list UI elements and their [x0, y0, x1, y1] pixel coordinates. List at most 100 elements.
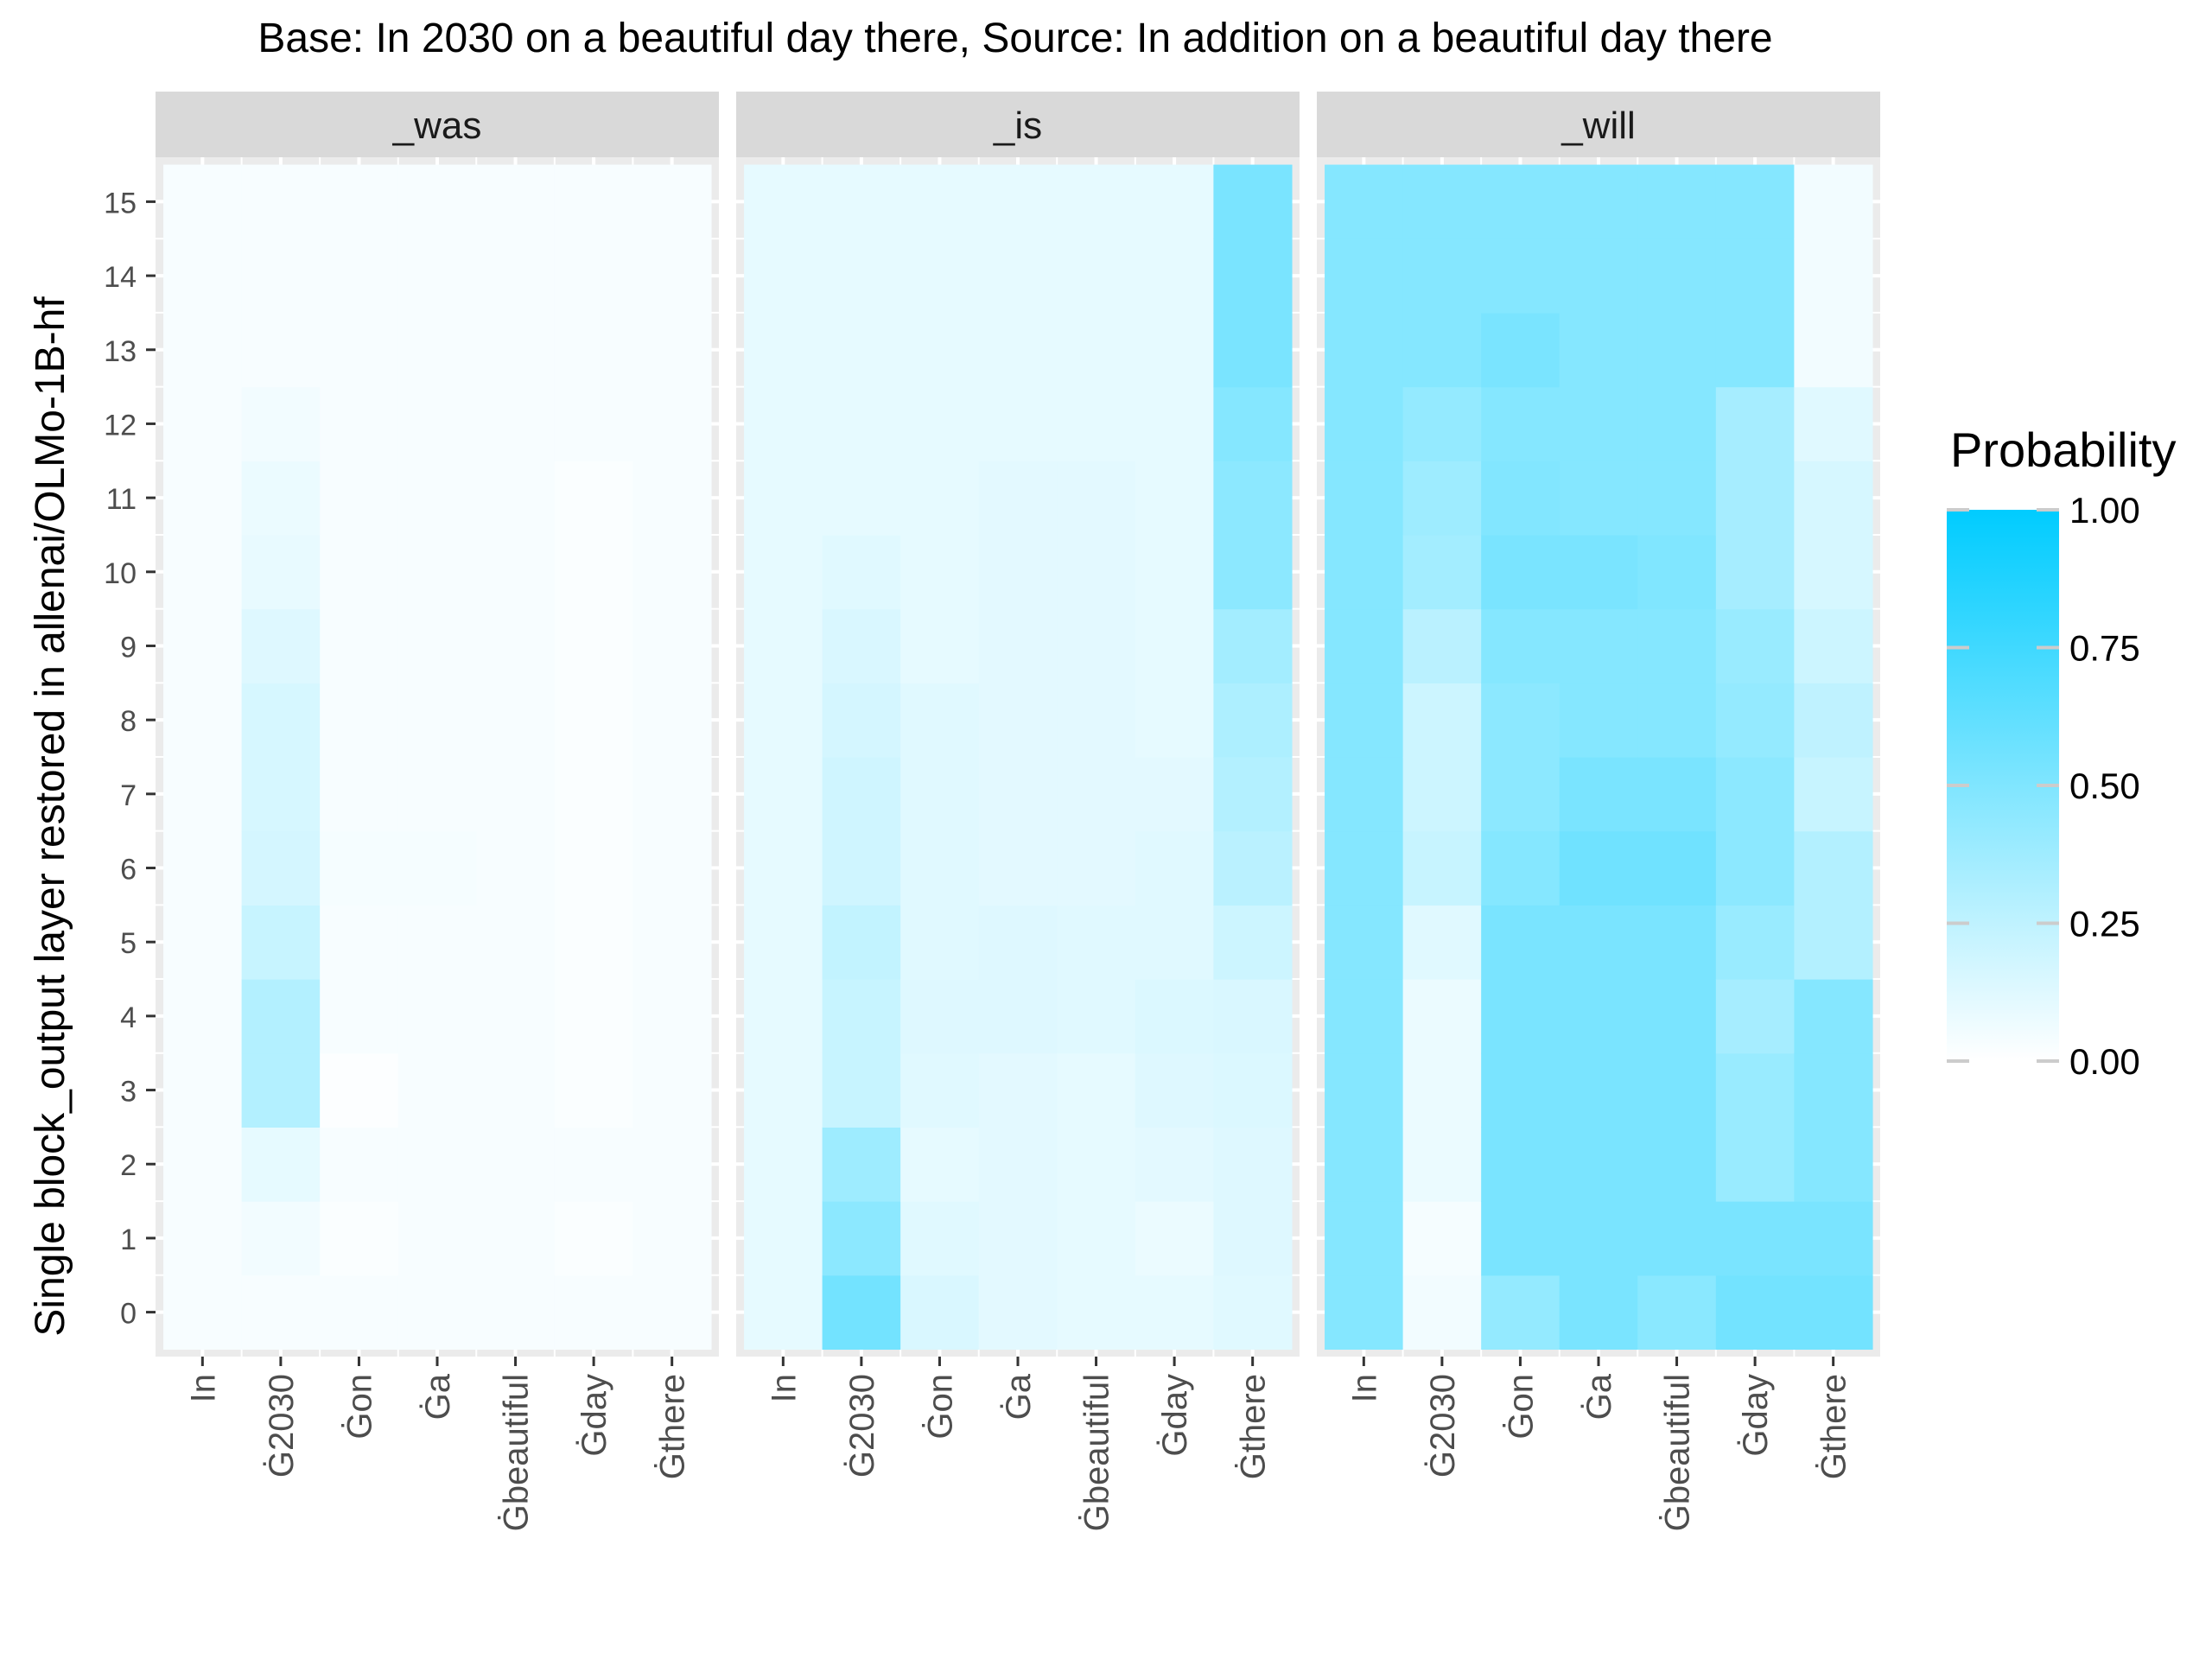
- x-tick-label: Ġ2030: [262, 1374, 301, 1478]
- heatmap-cell: [1481, 386, 1560, 461]
- x-tick-label: In: [765, 1374, 803, 1402]
- heatmap-cell: [1135, 608, 1214, 683]
- heatmap-cell: [1057, 683, 1136, 758]
- heatmap-cell: [241, 1052, 321, 1128]
- heatmap-cell: [744, 1274, 823, 1351]
- heatmap-cell: [1559, 1052, 1638, 1128]
- heatmap-cell: [554, 757, 633, 832]
- heatmap-cell: [1057, 238, 1136, 314]
- heatmap-cell: [163, 534, 243, 610]
- heatmap-cell: [1481, 238, 1560, 314]
- heatmap-cell: [163, 312, 243, 388]
- heatmap-cell: [1325, 1274, 1404, 1351]
- heatmap-cell: [320, 461, 399, 536]
- heatmap-cell: [900, 386, 980, 461]
- y-tick-label: 0: [120, 1298, 137, 1331]
- heatmap-cell: [1481, 1052, 1560, 1128]
- heatmap-cell: [632, 534, 712, 610]
- heatmap-cell: [241, 830, 321, 906]
- heatmap-cell: [978, 534, 1058, 610]
- heatmap-cell: [1135, 757, 1214, 832]
- heatmap-cell: [1715, 461, 1795, 536]
- y-tick-label: 15: [104, 187, 137, 219]
- heatmap-cell: [1794, 757, 1873, 832]
- heatmap-cell: [900, 830, 980, 906]
- heatmap-cell: [1559, 312, 1638, 388]
- legend-title: Probability: [1950, 423, 2176, 477]
- heatmap-cell: [320, 683, 399, 758]
- x-tick-label: Ġon: [340, 1374, 378, 1440]
- heatmap-cell: [241, 534, 321, 610]
- heatmap-cell: [1559, 386, 1638, 461]
- heatmap-cell: [476, 979, 556, 1054]
- heatmap-cell: [554, 238, 633, 314]
- heatmap-cell: [1402, 905, 1482, 980]
- legend-tick-label: 0.50: [2069, 766, 2140, 806]
- heatmap-cell: [1794, 238, 1873, 314]
- heatmap-cell: [397, 1127, 477, 1202]
- heatmap-cell: [163, 608, 243, 683]
- heatmap-cell: [1325, 905, 1404, 980]
- heatmap-cell: [978, 1052, 1058, 1128]
- x-tick-label: Ġ2030: [842, 1374, 881, 1478]
- heatmap-cell: [1325, 534, 1404, 610]
- heatmap-cell: [744, 461, 823, 536]
- heatmap-cell: [822, 312, 901, 388]
- heatmap-cell: [1135, 905, 1214, 980]
- x-tick-label: Ġon: [920, 1374, 959, 1440]
- heatmap-cell: [320, 386, 399, 461]
- heatmap-cell: [1402, 757, 1482, 832]
- heatmap-cell: [900, 1274, 980, 1351]
- heatmap-cell: [822, 757, 901, 832]
- heatmap-cell: [632, 164, 712, 239]
- heatmap-cell: [1794, 1201, 1873, 1276]
- heatmap-cell: [1213, 1127, 1293, 1202]
- heatmap-cell: [978, 461, 1058, 536]
- heatmap-cell: [900, 1052, 980, 1128]
- x-tick-label: Ġbeautiful: [1077, 1374, 1116, 1531]
- heatmap-cell: [320, 534, 399, 610]
- heatmap-cell: [554, 164, 633, 239]
- heatmap-cell: [978, 608, 1058, 683]
- heatmap-cell: [1559, 1274, 1638, 1351]
- heatmap-cell: [1325, 608, 1404, 683]
- heatmap-cell: [1559, 1127, 1638, 1202]
- heatmap-cell: [1213, 608, 1293, 683]
- heatmap-cell: [1135, 164, 1214, 239]
- heatmap-cell: [397, 238, 477, 314]
- heatmap-cell: [1715, 905, 1795, 980]
- y-tick-label: 9: [120, 631, 137, 664]
- heatmap-cell: [163, 386, 243, 461]
- heatmap-cell: [1135, 1201, 1214, 1276]
- heatmap-cell: [1715, 1201, 1795, 1276]
- heatmap-cell: [554, 1274, 633, 1351]
- facet-strip: [736, 92, 1300, 157]
- heatmap-cell: [744, 1127, 823, 1202]
- heatmap-cell: [320, 312, 399, 388]
- x-tick-label: In: [184, 1374, 222, 1402]
- x-tick-label: Ġday: [1155, 1374, 1194, 1457]
- heatmap-cell: [1559, 534, 1638, 610]
- heatmap-cell: [320, 757, 399, 832]
- heatmap-cell: [1213, 461, 1293, 536]
- heatmap-cell: [1481, 608, 1560, 683]
- heatmap-cell: [397, 608, 477, 683]
- x-tick-label: Ġthere: [653, 1374, 692, 1479]
- heatmap-cell: [397, 534, 477, 610]
- legend-tick-label: 0.75: [2069, 628, 2140, 669]
- heatmap-cell: [632, 830, 712, 906]
- heatmap-cell: [163, 683, 243, 758]
- facet-panel: _is In Ġ2030 Ġon Ġa Ġbeautiful Ġday Ġthere: [736, 92, 1300, 1531]
- heatmap-cell: [554, 830, 633, 906]
- x-tick-label: In: [1345, 1374, 1383, 1402]
- heatmap-cell: [397, 757, 477, 832]
- x-tick-label: Ġday: [575, 1374, 613, 1457]
- heatmap-cell: [632, 386, 712, 461]
- heatmap-cell: [1213, 905, 1293, 980]
- heatmap-cell: [1715, 1274, 1795, 1351]
- heatmap-cell: [744, 683, 823, 758]
- heatmap-cell: [744, 979, 823, 1054]
- heatmap-cell: [1715, 979, 1795, 1054]
- heatmap-cell: [632, 1201, 712, 1276]
